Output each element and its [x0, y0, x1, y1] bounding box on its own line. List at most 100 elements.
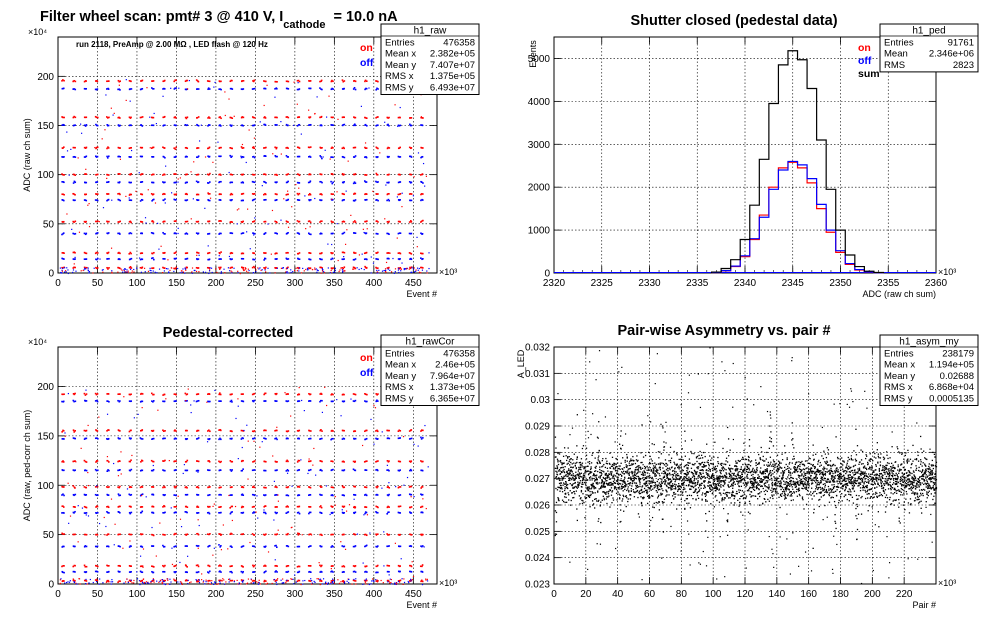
data-point [221, 534, 222, 535]
data-point [299, 81, 301, 83]
data-point [97, 506, 99, 508]
data-point [106, 178, 107, 179]
data-point [310, 156, 312, 158]
data-point [568, 468, 569, 469]
data-point [242, 393, 244, 395]
stats-key: Entries [385, 348, 415, 359]
data-point [585, 466, 586, 467]
data-point [224, 272, 225, 273]
tick-label-x: 2340 [734, 278, 757, 289]
data-point [229, 270, 230, 271]
data-point [571, 458, 572, 459]
data-point [142, 506, 144, 508]
data-point [119, 438, 121, 440]
data-point [219, 253, 221, 255]
data-point [592, 500, 593, 501]
data-point [399, 147, 401, 149]
data-point [164, 221, 166, 223]
data-point [581, 465, 582, 466]
data-point [287, 461, 289, 463]
data-point [170, 88, 171, 89]
data-point [113, 114, 114, 115]
data-point [287, 232, 289, 234]
data-point [287, 221, 289, 223]
data-point [186, 566, 188, 568]
data-point [254, 546, 256, 548]
data-point [307, 473, 308, 474]
data-point [131, 150, 132, 151]
data-point [375, 407, 376, 408]
data-point [355, 89, 357, 91]
data-point [193, 198, 194, 199]
data-point [209, 252, 211, 254]
tick-label-y: 0 [48, 269, 54, 280]
data-point [629, 465, 630, 466]
data-point [175, 545, 177, 547]
data-point [231, 511, 233, 513]
data-point [161, 246, 162, 247]
data-point [338, 271, 339, 272]
data-points [60, 77, 430, 274]
data-point [588, 490, 589, 491]
tick-label-y: 1000 [528, 226, 551, 237]
data-point [220, 565, 222, 567]
data-point [142, 533, 144, 535]
data-point [299, 513, 301, 515]
data-point [272, 153, 273, 154]
data-point [230, 270, 231, 271]
data-point [388, 156, 390, 158]
data-point [153, 199, 155, 201]
data-point [209, 220, 211, 222]
data-point [108, 221, 110, 223]
data-point [164, 252, 166, 254]
data-point [597, 471, 598, 472]
data-point [164, 534, 166, 536]
data-point [153, 80, 155, 82]
data-point [603, 484, 604, 485]
data-point [97, 117, 99, 119]
data-point [582, 503, 583, 504]
data-point [108, 252, 110, 254]
stats-value: 2823 [953, 60, 974, 71]
data-point [322, 270, 323, 271]
data-point [107, 456, 108, 457]
data-point [414, 267, 415, 268]
data-point [299, 546, 301, 548]
data-point [132, 270, 133, 271]
data-point [590, 495, 591, 496]
data-point [345, 244, 346, 245]
data-point [74, 267, 76, 269]
data-point [259, 582, 260, 583]
data-point [276, 81, 278, 83]
data-point [385, 268, 386, 269]
data-point [223, 579, 224, 580]
data-point [255, 269, 256, 270]
data-point [626, 497, 627, 498]
data-point [310, 460, 312, 462]
data-point [142, 88, 144, 90]
data-point [150, 272, 151, 273]
data-point [377, 494, 379, 496]
data-point [256, 495, 257, 496]
data-point [377, 174, 379, 176]
data-point [186, 182, 188, 184]
data-point [96, 579, 97, 580]
data-point [74, 263, 75, 264]
data-point [606, 491, 607, 492]
data-point [556, 512, 557, 513]
data-point [611, 491, 612, 492]
data-point [598, 457, 599, 458]
data-point [156, 581, 157, 582]
tick-label-x: 100 [129, 589, 146, 600]
data-point [614, 479, 615, 480]
tick-label-y: 0.029 [525, 422, 550, 433]
data-point [310, 174, 312, 176]
data-point [180, 519, 181, 520]
legend-off: off [360, 367, 374, 379]
data-point [579, 482, 580, 483]
tick-label-y: 100 [37, 170, 54, 181]
data-point [199, 525, 200, 526]
data-point [66, 582, 67, 583]
data-point [396, 583, 397, 584]
data-point [355, 232, 357, 234]
